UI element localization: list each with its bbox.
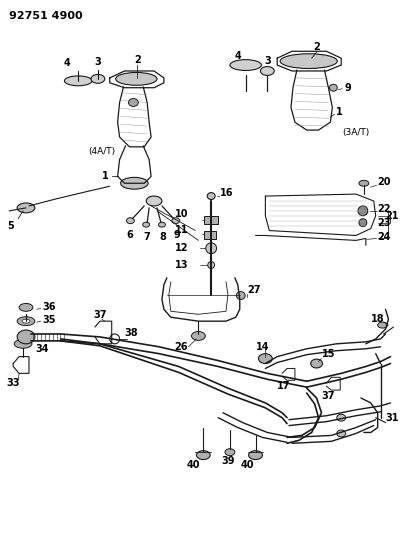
Text: 35: 35: [43, 315, 56, 325]
Ellipse shape: [358, 180, 368, 186]
Text: 13: 13: [174, 260, 188, 270]
Ellipse shape: [146, 196, 162, 206]
Text: 3: 3: [263, 56, 270, 66]
Ellipse shape: [120, 177, 148, 189]
Text: 92751 4900: 92751 4900: [9, 11, 83, 21]
Text: 36: 36: [43, 302, 56, 312]
Text: 20: 20: [377, 177, 390, 187]
Ellipse shape: [336, 414, 345, 421]
Text: 1: 1: [101, 172, 108, 181]
Text: 33: 33: [6, 378, 20, 388]
Text: 9: 9: [343, 83, 350, 93]
Text: 14: 14: [255, 342, 269, 352]
Ellipse shape: [64, 76, 92, 86]
Text: 3: 3: [94, 57, 101, 67]
Text: 31: 31: [385, 413, 398, 423]
Ellipse shape: [377, 322, 387, 328]
Text: 40: 40: [186, 460, 200, 470]
Ellipse shape: [128, 99, 138, 107]
Ellipse shape: [17, 203, 35, 213]
Text: 38: 38: [124, 328, 138, 338]
Text: 1: 1: [336, 107, 342, 117]
Ellipse shape: [91, 75, 105, 83]
Ellipse shape: [229, 60, 261, 70]
Text: 22: 22: [377, 204, 390, 214]
Ellipse shape: [14, 340, 32, 348]
Text: 15: 15: [321, 349, 334, 359]
Text: 37: 37: [93, 310, 106, 320]
Text: 16: 16: [219, 188, 233, 198]
Text: 34: 34: [36, 344, 49, 354]
Ellipse shape: [225, 449, 234, 456]
Text: 24: 24: [377, 232, 390, 243]
Text: (3A/T): (3A/T): [341, 127, 369, 136]
Ellipse shape: [358, 219, 366, 227]
Bar: [204, 216, 218, 224]
Ellipse shape: [158, 222, 165, 227]
Ellipse shape: [142, 222, 149, 227]
Text: 11: 11: [174, 224, 188, 235]
Ellipse shape: [236, 292, 245, 300]
Ellipse shape: [19, 303, 33, 311]
Text: 21: 21: [385, 211, 398, 221]
Text: 12: 12: [174, 243, 188, 253]
Ellipse shape: [126, 218, 134, 224]
Text: 4: 4: [234, 51, 241, 61]
Ellipse shape: [310, 359, 322, 368]
Ellipse shape: [279, 54, 336, 69]
Ellipse shape: [115, 72, 157, 85]
Text: 2: 2: [134, 55, 140, 65]
Ellipse shape: [17, 317, 35, 326]
Text: 27: 27: [247, 285, 261, 295]
Ellipse shape: [336, 430, 345, 437]
Ellipse shape: [207, 192, 215, 199]
Ellipse shape: [22, 319, 30, 323]
Ellipse shape: [207, 262, 214, 269]
Text: 7: 7: [144, 232, 150, 243]
Text: 8: 8: [159, 232, 166, 243]
Text: 37: 37: [321, 391, 334, 401]
Text: 6: 6: [126, 230, 132, 240]
Ellipse shape: [196, 451, 210, 459]
Text: 9: 9: [173, 230, 180, 240]
Text: 26: 26: [173, 342, 187, 352]
Ellipse shape: [258, 354, 271, 364]
Ellipse shape: [171, 218, 179, 224]
Text: 23: 23: [377, 217, 390, 228]
Text: 18: 18: [370, 314, 383, 324]
Text: 5: 5: [7, 221, 14, 231]
Ellipse shape: [205, 243, 216, 254]
Ellipse shape: [260, 67, 273, 75]
Ellipse shape: [191, 332, 205, 341]
Text: 2: 2: [312, 42, 319, 52]
Ellipse shape: [17, 330, 35, 344]
Text: (4A/T): (4A/T): [88, 147, 115, 156]
Bar: [204, 231, 216, 239]
Ellipse shape: [357, 206, 367, 216]
Text: 4: 4: [64, 58, 71, 68]
Text: 40: 40: [240, 460, 254, 470]
Ellipse shape: [328, 84, 336, 91]
Ellipse shape: [248, 451, 262, 459]
Text: 10: 10: [174, 209, 188, 219]
Text: 17: 17: [277, 381, 290, 391]
Text: 39: 39: [221, 456, 234, 466]
